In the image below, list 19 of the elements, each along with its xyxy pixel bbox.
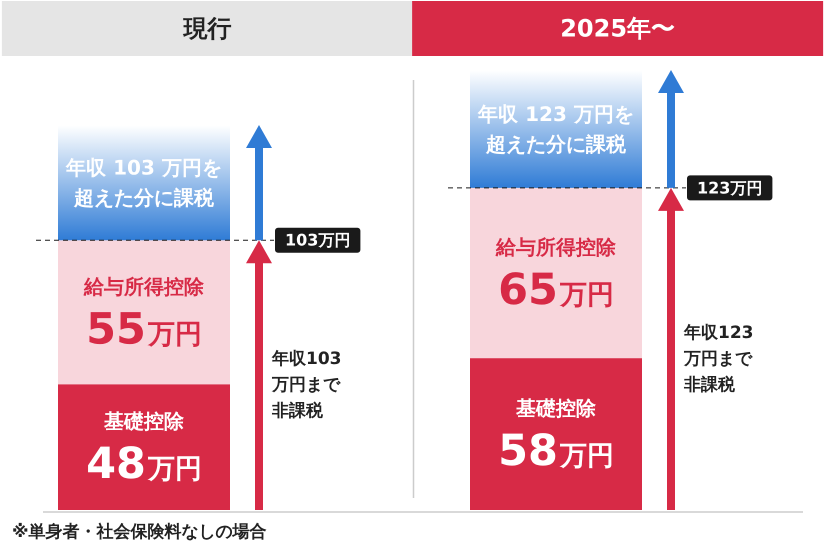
ref-line-label: 123万円 [697, 178, 762, 198]
bar [470, 188, 642, 358]
data-label: 年収 123 万円を超えた分に課税 [477, 102, 634, 156]
bar [470, 358, 642, 510]
annotation: 年収123万円まで非課税 [683, 322, 754, 395]
x-tick-label: 2025年〜 [560, 14, 676, 42]
data-label: 65万円 [498, 264, 614, 315]
text: ※単身者・社会保険料なしの場合 [12, 522, 267, 542]
text: 給与所得控除 [496, 234, 616, 259]
data-label: 年収 103 万円を超えた分に課税 [65, 156, 222, 210]
series-label: 給与所得控除 [83, 274, 205, 298]
text: 基礎控除 [516, 396, 596, 420]
series-label: 基礎控除 [103, 409, 185, 434]
data-label: 48万円 [86, 439, 202, 490]
data-label: 55万円 [86, 304, 202, 354]
data-label: 58万円 [498, 426, 614, 476]
ref-line-label: 103万円 [285, 230, 350, 250]
annotation: 年収103 万円まで非課税 [271, 349, 348, 422]
x-tick-label: 現行 [182, 14, 232, 42]
